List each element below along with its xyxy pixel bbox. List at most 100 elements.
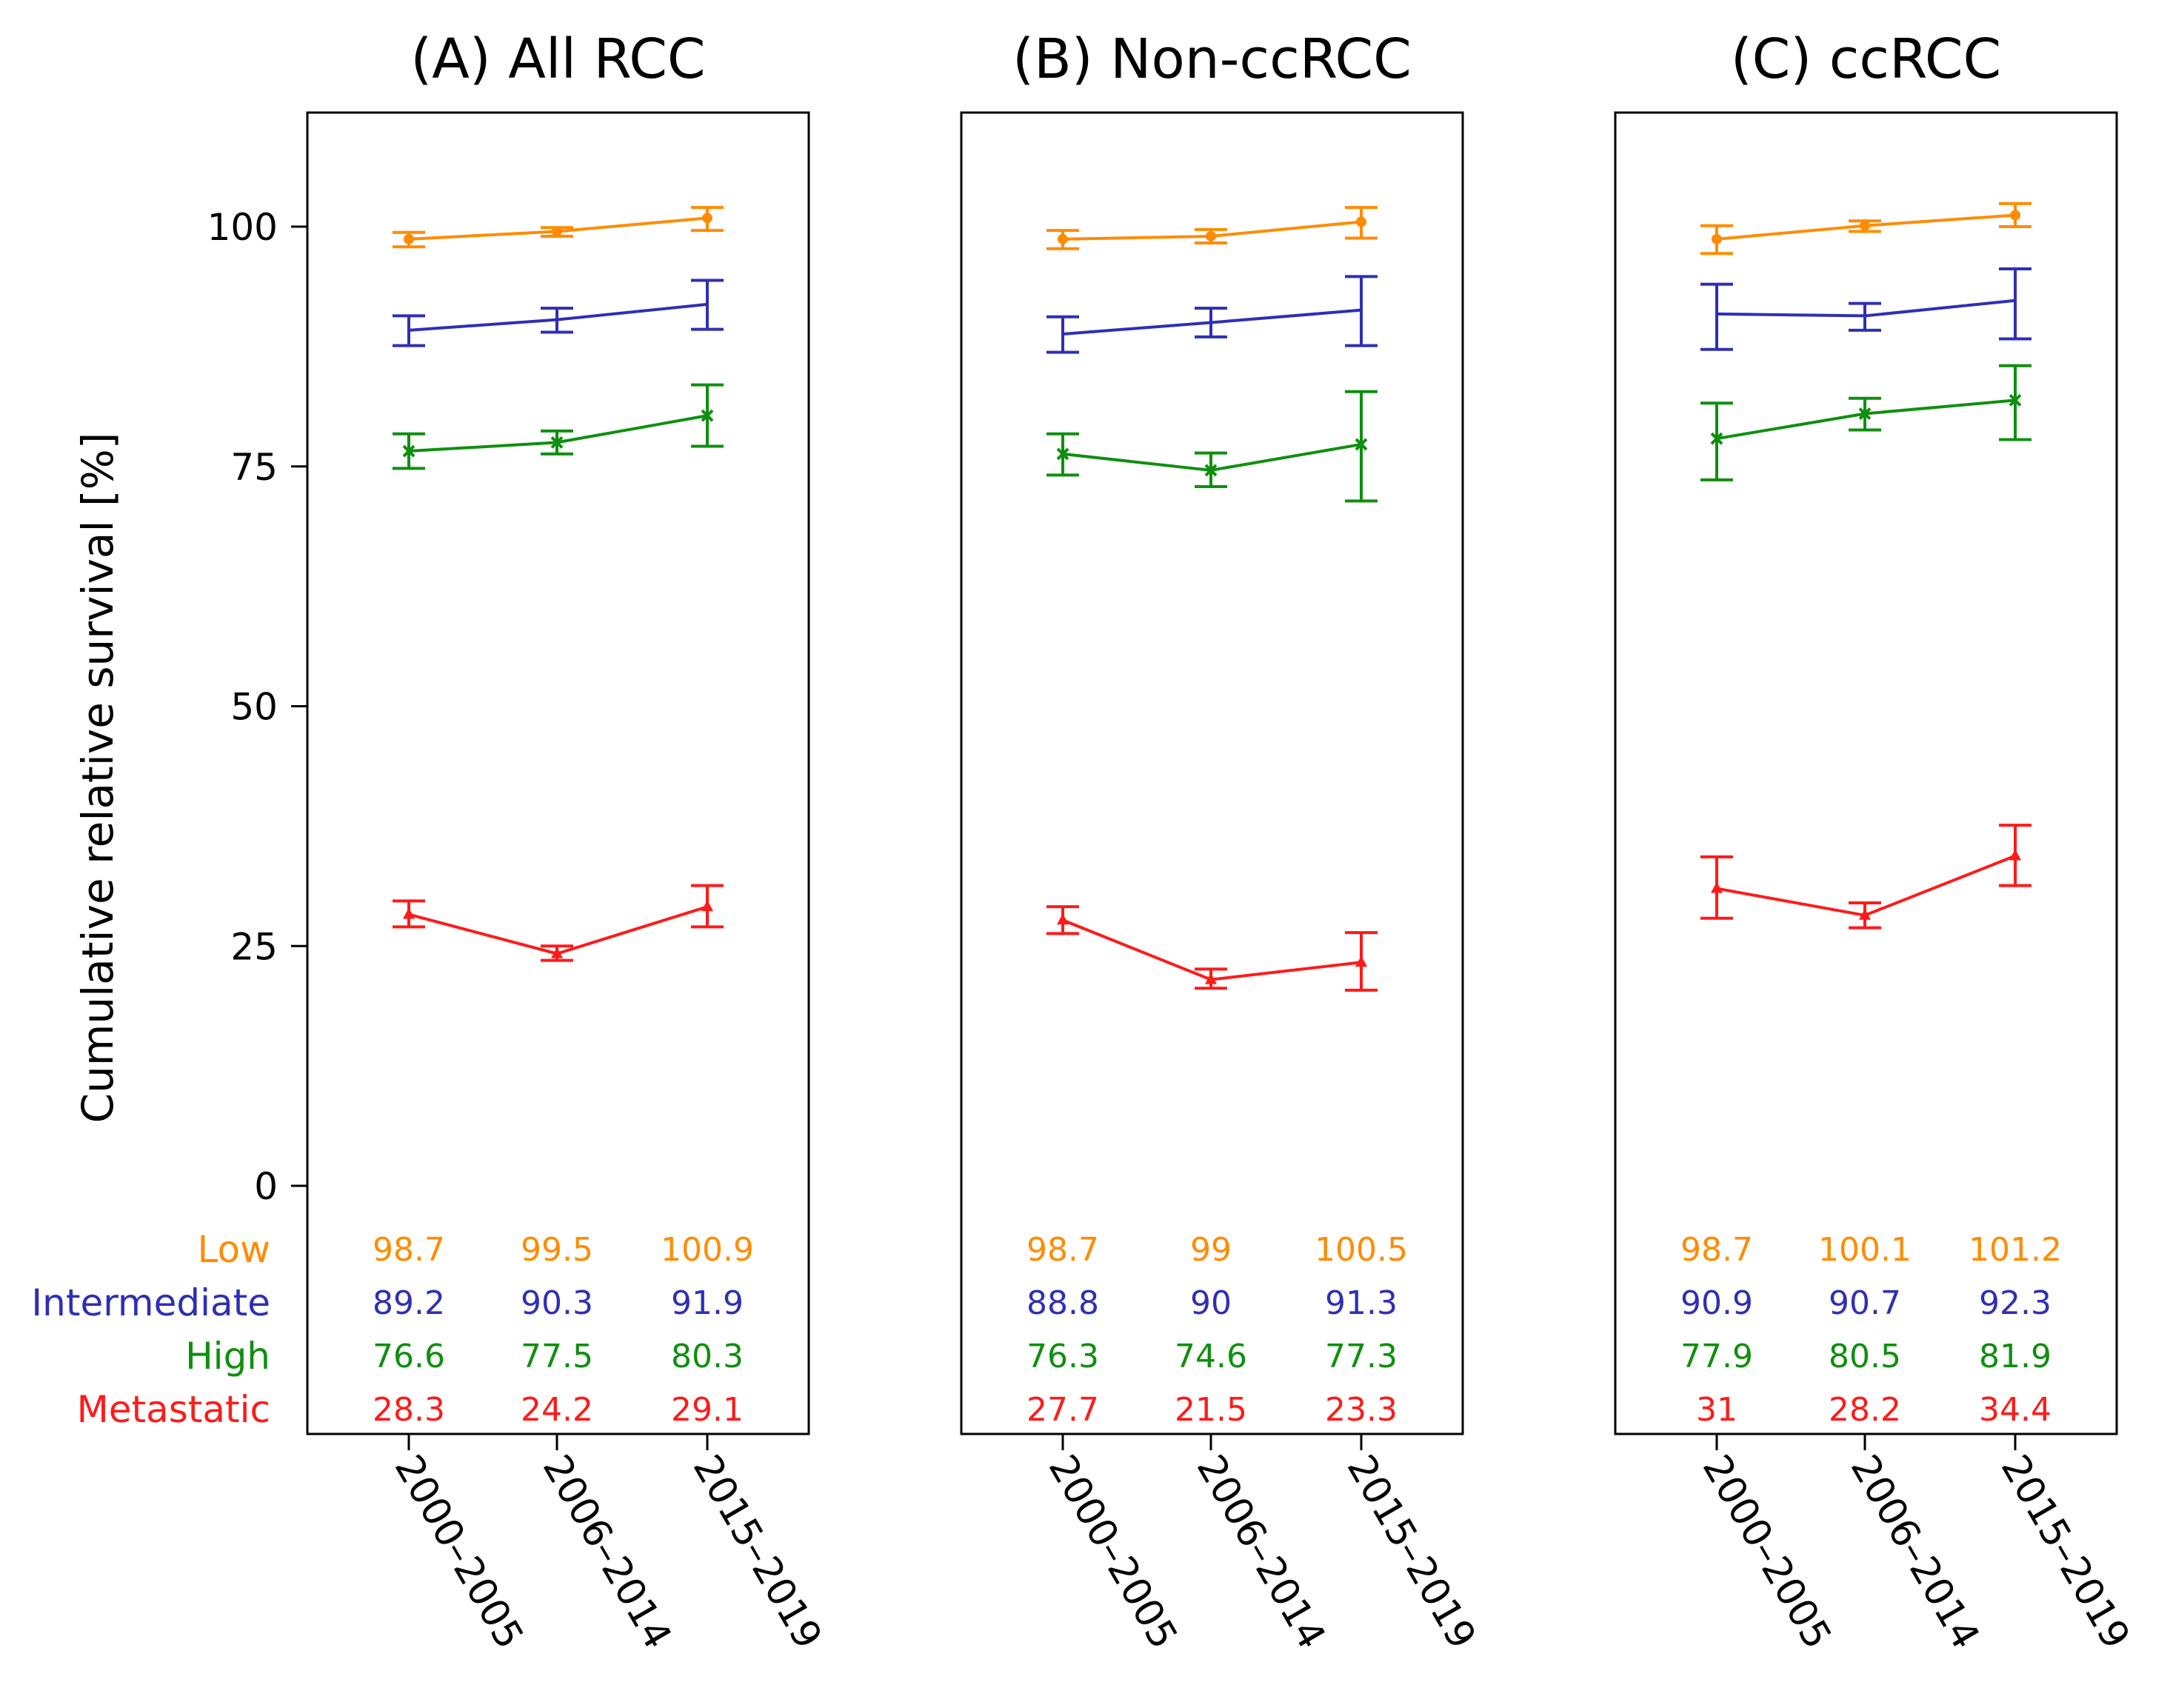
panel-b-non-ccrcc: (B) Non-ccRCC 2000–2005 2006–2014 2015–2019… [960, 27, 1484, 1657]
data-label: 80.3 [671, 1338, 744, 1375]
data-label: 76.3 [1026, 1338, 1099, 1375]
data-point [2009, 849, 2021, 861]
data-point [1205, 973, 1217, 984]
y-tick-label: 25 [230, 925, 278, 968]
data-label: 77.9 [1680, 1338, 1753, 1375]
data-label: 100.9 [661, 1231, 754, 1269]
data-label: 90.7 [1829, 1284, 1901, 1322]
x-tick-label: 2000–2005 [1694, 1448, 1840, 1657]
data-label: 31 [1696, 1391, 1737, 1429]
y-tick-label: 75 [230, 446, 278, 489]
data-point [2010, 210, 2020, 221]
data-point [552, 226, 562, 237]
row-label-metastatic: Metastatic [77, 1388, 270, 1431]
data-point [1858, 407, 1872, 420]
data-label: 90.3 [521, 1284, 593, 1322]
x-tick-label: 2006–2014 [534, 1448, 680, 1657]
data-point [1057, 913, 1069, 925]
data-label: 91.9 [671, 1284, 744, 1322]
data-label: 90 [1190, 1284, 1232, 1322]
y-tick-label: 50 [230, 686, 278, 729]
data-point [1710, 432, 1723, 445]
data-label: 28.3 [373, 1391, 445, 1429]
series-intermediate [393, 278, 724, 347]
series-metastatic [1046, 905, 1378, 992]
y-tick-label: 100 [207, 206, 278, 249]
data-point [1355, 438, 1368, 451]
data-label: 92.3 [1979, 1284, 2052, 1322]
marker-stroke [402, 444, 415, 458]
data-point [1712, 233, 1722, 244]
data-point [1859, 908, 1871, 920]
marker-stroke [550, 436, 564, 449]
data-label: 100.1 [1818, 1231, 1912, 1269]
series-high [1046, 390, 1378, 503]
panel-a-all-rcc: (A) All RCC 0 25 50 75 100 Low Intermediate High… [31, 27, 830, 1656]
data-label: 29.1 [671, 1391, 744, 1429]
data-point [1206, 230, 1216, 241]
data-label: 91.3 [1325, 1284, 1398, 1322]
data-label: 88.8 [1026, 1284, 1099, 1322]
series-intermediate [1700, 267, 2032, 351]
data-point [550, 436, 564, 449]
panel-title: (A) All RCC [410, 27, 705, 91]
data-label: 74.6 [1175, 1338, 1247, 1375]
marker-stroke [1355, 438, 1368, 451]
data-label: 24.2 [521, 1391, 593, 1429]
data-label: 98.7 [1680, 1231, 1753, 1269]
data-point [1711, 881, 1723, 893]
data-point [1355, 955, 1367, 967]
data-point [1204, 464, 1218, 477]
marker-stroke [701, 409, 714, 422]
data-label: 99 [1190, 1231, 1232, 1269]
data-point [1356, 216, 1366, 227]
row-label-intermediate: Intermediate [31, 1281, 270, 1324]
row-label-low: Low [198, 1228, 270, 1271]
x-tick-label: 2006–2014 [1188, 1448, 1334, 1657]
data-label: 27.7 [1026, 1391, 1099, 1429]
marker-stroke [1858, 407, 1872, 420]
panel-c-ccrcc: (C) ccRCC 2000–2005 2006–2014 2015–2019 98.7… [1614, 27, 2138, 1657]
data-label: 28.2 [1829, 1391, 1901, 1429]
data-label: 21.5 [1175, 1391, 1247, 1429]
panels: (A) All RCC 0 25 50 75 100 Low Intermediate High… [31, 27, 2138, 1656]
data-point [1056, 447, 1069, 461]
data-label: 77.5 [521, 1338, 593, 1375]
data-point [1058, 233, 1068, 244]
panel-title: (C) ccRCC [1731, 27, 2001, 91]
data-label: 23.3 [1325, 1391, 1398, 1429]
x-tick-label: 2015–2019 [1992, 1448, 2138, 1657]
data-label: 101.2 [1969, 1231, 2062, 1269]
series-intermediate [1046, 275, 1378, 354]
data-label: 34.4 [1979, 1391, 2052, 1429]
x-tick-label: 2006–2014 [1842, 1448, 1988, 1657]
data-point [402, 444, 415, 458]
data-label: 90.9 [1680, 1284, 1753, 1322]
series-low [1046, 206, 1378, 250]
data-point [701, 409, 714, 422]
series-metastatic [1700, 824, 2032, 930]
data-label: 98.7 [1026, 1231, 1099, 1269]
data-label: 77.3 [1325, 1338, 1398, 1375]
x-tick-label: 2015–2019 [1338, 1448, 1484, 1657]
series-metastatic [393, 884, 724, 962]
data-point [1860, 220, 1870, 231]
series-low [1700, 201, 2032, 256]
x-tick-label: 2000–2005 [386, 1448, 532, 1657]
data-point [404, 233, 414, 244]
row-label-high: High [185, 1335, 270, 1378]
data-point [2009, 393, 2022, 407]
data-label: 80.5 [1829, 1338, 1901, 1375]
marker-stroke [2009, 393, 2022, 407]
data-label: 76.6 [373, 1338, 445, 1375]
series-low [393, 206, 724, 249]
marker-stroke [1204, 464, 1218, 477]
x-tick-label: 2000–2005 [1040, 1448, 1186, 1657]
data-label: 100.5 [1315, 1231, 1408, 1269]
data-label: 89.2 [373, 1284, 445, 1322]
data-point [702, 213, 712, 224]
data-point [403, 907, 415, 919]
data-point [551, 947, 563, 958]
y-tick-label: 0 [254, 1165, 278, 1208]
